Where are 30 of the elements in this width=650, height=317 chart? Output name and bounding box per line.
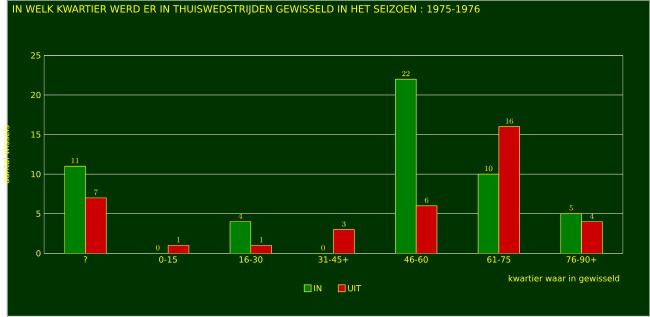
bar	[168, 246, 189, 254]
y-tick-label: 10	[31, 171, 41, 178]
x-tick-label: 46-60	[404, 256, 428, 263]
x-tick-label: 16-30	[240, 256, 262, 263]
y-tick-label: 15	[31, 132, 40, 138]
y-tick-label: 0	[36, 250, 41, 257]
bar	[498, 126, 520, 254]
y-axis-title: aantal wissels	[2, 126, 10, 184]
x-tick-label: 76-90+	[566, 256, 596, 263]
y-tick-label: 25	[31, 52, 40, 59]
y-tick-label: 20	[31, 92, 41, 98]
bar	[581, 222, 603, 254]
bar	[395, 79, 416, 254]
y-tick-label: 5	[36, 210, 40, 218]
bar	[85, 198, 107, 254]
bar	[478, 174, 500, 254]
bar	[416, 206, 438, 254]
chart-title: IN WELK KWARTIER WERD ER IN THUISWEDSTRIJDEN GEWISSELD IN HET SEIZOEN : 1975-1976	[13, 5, 480, 15]
bar	[250, 246, 272, 254]
bar	[230, 222, 252, 254]
x-tick-label: 31-45+	[318, 256, 348, 263]
bar	[560, 214, 582, 254]
x-tick-label: 0-15	[159, 256, 177, 263]
x-tick-label: 61-75	[487, 256, 510, 263]
x-axis-title: kwartier waar in gewisseld	[508, 275, 620, 284]
x-tick-label: ?	[84, 256, 88, 263]
bar	[64, 166, 86, 254]
bar	[333, 229, 355, 254]
legend-label: IN	[314, 285, 322, 292]
legend-label: UIT	[348, 285, 362, 292]
